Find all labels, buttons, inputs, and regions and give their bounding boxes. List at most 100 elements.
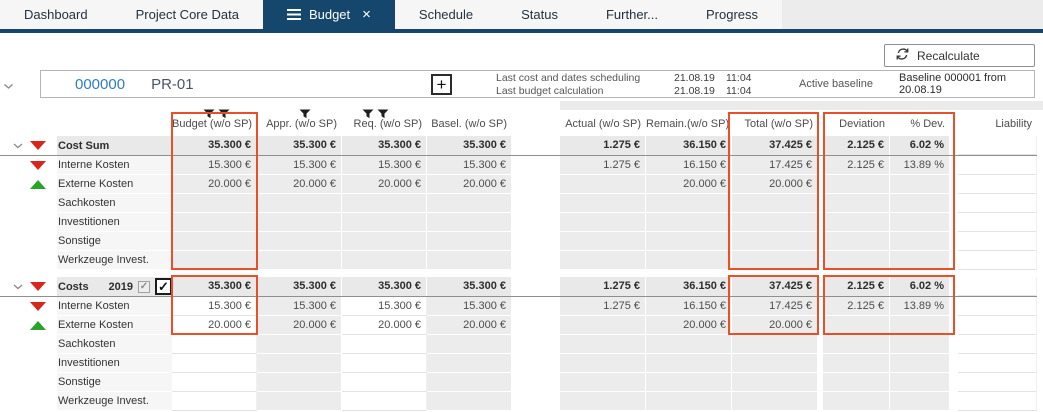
row-label-text: Sachkosten — [58, 338, 116, 350]
cell-deviation — [823, 354, 890, 373]
close-icon[interactable]: × — [362, 6, 371, 23]
column-spacer — [512, 175, 560, 194]
cell-budget: 35.300 € — [172, 277, 257, 296]
cell-basel — [427, 392, 512, 411]
cell-actual — [560, 354, 646, 373]
cell-req — [342, 213, 427, 232]
cell-req[interactable] — [342, 373, 427, 392]
cell-deviation — [823, 335, 890, 354]
cell-budget[interactable] — [172, 354, 257, 373]
column-spacer — [818, 354, 823, 373]
chevron-down-icon[interactable] — [13, 143, 30, 149]
column-header-budget[interactable]: Budget (w/o SP) — [172, 118, 253, 130]
cell-pdev — [890, 373, 950, 392]
row-label-text: Sonstige — [58, 376, 101, 388]
project-id[interactable]: 000000 — [75, 75, 126, 93]
year-checkbox[interactable]: ✓ — [155, 278, 172, 295]
cell-pdev — [890, 335, 950, 354]
cell-req[interactable] — [342, 354, 427, 373]
cell-req[interactable]: 20.000 € — [342, 316, 427, 335]
recalculate-button[interactable]: Recalculate — [884, 44, 1035, 67]
cell-basel: 15.300 € — [427, 156, 512, 175]
row-gutter — [0, 251, 57, 270]
column-header-total[interactable]: Total (w/o SP) — [744, 118, 813, 130]
tab-project-core-data[interactable]: Project Core Data — [112, 0, 263, 29]
tab-dashboard[interactable]: Dashboard — [0, 0, 112, 29]
cell-liability — [958, 156, 1037, 175]
cell-total: 37.425 € — [732, 136, 818, 155]
tab-label: Project Core Data — [135, 7, 239, 22]
cell-pdev — [890, 316, 950, 335]
column-spacer — [950, 277, 958, 296]
cell-actual: 1.275 € — [560, 136, 646, 155]
cell-req — [342, 194, 427, 213]
cell-liability — [958, 175, 1037, 194]
table-row-sachkosten: Sachkosten — [0, 335, 1037, 354]
cell-budget[interactable]: 15.300 € — [172, 297, 257, 316]
project-code: PR-01 — [151, 75, 194, 93]
cell-req: 15.300 € — [342, 156, 427, 175]
cell-budget[interactable] — [172, 392, 257, 411]
cell-req[interactable]: 15.300 € — [342, 297, 427, 316]
cell-remain: 16.150 € — [646, 156, 732, 175]
add-budget-button[interactable]: + — [431, 74, 452, 95]
info-label: Last budget calculation — [496, 85, 604, 97]
cell-budget[interactable]: 20.000 € — [172, 316, 257, 335]
cell-req[interactable] — [342, 335, 427, 354]
cell-remain: 20.000 € — [646, 175, 732, 194]
column-spacer — [818, 316, 823, 335]
cell-actual: 1.275 € — [560, 156, 646, 175]
column-header-pdev[interactable]: % Dev. — [910, 118, 945, 130]
column-header-basel[interactable]: Basel. (w/o SP) — [431, 118, 507, 130]
cell-actual — [560, 316, 646, 335]
column-spacer — [818, 392, 823, 411]
table-row-externe-kosten: Externe Kosten 20.000 €20.000 €20.000 €20… — [0, 175, 1037, 194]
column-spacer — [818, 297, 823, 316]
hamburger-icon[interactable] — [286, 9, 301, 20]
column-header-appr[interactable]: Appr. (w/o SP) — [266, 118, 337, 130]
row-label: Sachkosten — [57, 335, 172, 354]
column-header-spacer — [0, 116, 57, 134]
tab-label: Further... — [605, 7, 659, 22]
cell-basel — [427, 354, 512, 373]
cell-deviation — [823, 194, 890, 213]
cell-req — [342, 232, 427, 251]
filter-funnel-icon[interactable] — [299, 106, 311, 124]
cell-total — [732, 232, 818, 251]
year-label: 2019 — [108, 280, 133, 293]
tab-budget[interactable]: Budget × — [262, 0, 395, 29]
cell-budget[interactable] — [172, 335, 257, 354]
cell-total: 17.425 € — [732, 297, 818, 316]
column-header-deviation[interactable]: Deviation — [839, 118, 885, 130]
cell-basel — [427, 251, 512, 270]
cell-total — [732, 335, 818, 354]
tab-further[interactable]: Further... — [582, 0, 682, 29]
cell-total: 17.425 € — [732, 156, 818, 175]
tab-status[interactable]: Status — [497, 0, 582, 29]
column-header-actual[interactable]: Actual (w/o SP) — [565, 118, 641, 130]
tab-progress[interactable]: Progress — [682, 0, 782, 29]
cell-budget[interactable] — [172, 373, 257, 392]
cell-pdev — [890, 175, 950, 194]
column-header-req[interactable]: Req. (w/o SP) — [353, 118, 422, 130]
red-down-triangle — [30, 161, 46, 170]
cell-budget: 20.000 € — [172, 175, 257, 194]
cell-liability — [958, 232, 1037, 251]
table-row-cost-sum: Cost Sum 35.300 €35.300 €35.300 €35.300 €… — [0, 136, 1037, 156]
filter-funnel-icon[interactable] — [377, 106, 389, 124]
row-label-text: Externe Kosten — [58, 319, 134, 331]
cell-remain: 36.150 € — [646, 136, 732, 155]
project-chevron-down-icon[interactable] — [3, 77, 14, 95]
tab-schedule[interactable]: Schedule — [395, 0, 497, 29]
cell-liability — [958, 392, 1037, 411]
column-header-remain[interactable]: Remain.(w/o SP) — [646, 118, 730, 130]
cell-deviation — [823, 175, 890, 194]
chevron-down-icon[interactable] — [13, 284, 30, 290]
column-header-liability[interactable]: Liability — [995, 118, 1032, 130]
year-checkbox-disabled[interactable]: ✓ — [138, 280, 150, 293]
cell-req[interactable] — [342, 392, 427, 411]
cell-pdev: 6.02 % — [890, 136, 950, 155]
active-baseline-label: Active baseline — [799, 78, 873, 90]
row-label-text: Interne Kosten — [58, 300, 130, 312]
filter-funnel-icon[interactable] — [362, 106, 374, 124]
